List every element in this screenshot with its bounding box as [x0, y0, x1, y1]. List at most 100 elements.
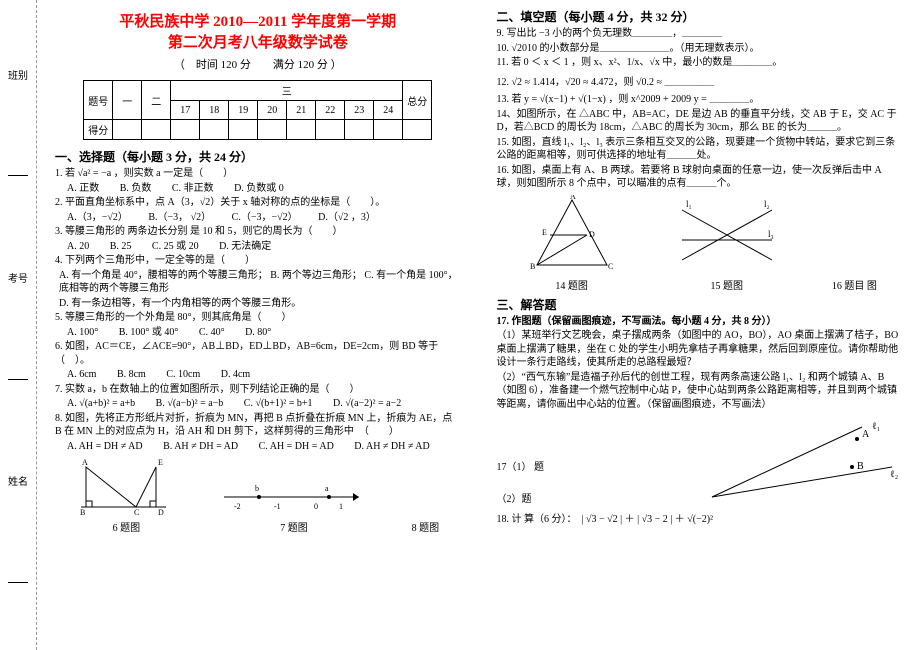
- q5-opts: A. 100° B. 100° 或 40° C. 40° D. 80°: [67, 326, 461, 340]
- q6-opts: A. 6cm B. 8cm C. 10cm D. 4cm: [67, 368, 461, 382]
- fig7-svg: -2 -1 0 1 b a: [219, 477, 369, 517]
- fig7-label: 7 题图: [219, 519, 369, 534]
- score-cell: [374, 120, 403, 140]
- score-total: 总分: [403, 81, 432, 120]
- q8-B: B. AH ≠ DH = AD: [163, 440, 238, 454]
- score-cell: [403, 120, 432, 140]
- score-cell: [200, 120, 229, 140]
- svg-text:C: C: [134, 508, 139, 517]
- q1-C: C. 非正数: [172, 182, 214, 196]
- q5-A: A. 100°: [67, 326, 98, 340]
- section-2-title: 二、填空题（每小题 4 分，共 32 分）: [497, 8, 903, 25]
- q3: 3. 等腰三角形的 两条边长分别 是 10 和 5，则它的周长为（ ）: [55, 225, 461, 239]
- q3-D: D. 无法确定: [219, 240, 271, 254]
- fig14-svg: A B C D E: [522, 195, 622, 275]
- q9: 9. 写出比 −3 小的两个负无理数＿＿＿＿，＿＿＿＿: [497, 27, 903, 41]
- score-col: 三: [171, 81, 403, 101]
- binding-line: [8, 379, 28, 380]
- svg-text:A: A: [82, 458, 88, 467]
- svg-text:B: B: [857, 461, 864, 472]
- q1-B: B. 负数: [120, 182, 152, 196]
- svg-text:l₂: l₂: [764, 199, 770, 209]
- score-sub: 22: [316, 101, 345, 120]
- score-rowlabel2: 得分: [84, 120, 113, 140]
- q16: 16. 如图，桌面上有 A、B 两球。若要将 B 球射向桌面的任意一边，使一次反…: [497, 164, 903, 191]
- right-column: 二、填空题（每小题 4 分，共 32 分） 9. 写出比 −3 小的两个负无理数…: [479, 0, 920, 650]
- score-cell: [229, 120, 258, 140]
- svg-text:b: b: [255, 484, 259, 493]
- q17h-text: 17. 作图题（保留画图痕迹，不写画法。每小题 4 分，共 8 分））: [497, 316, 777, 327]
- svg-text:C: C: [608, 262, 613, 271]
- q2-D: D.（√2 ，3）: [318, 211, 376, 225]
- svg-text:0: 0: [314, 502, 318, 511]
- svg-text:D: D: [158, 508, 164, 517]
- q8: 8. 如图，先将正方形纸片对折，折痕为 MN，再把 B 点折叠在折痕 MN 上，…: [55, 412, 461, 439]
- binding-label-name: 姓名: [8, 473, 28, 488]
- score-sub: 21: [287, 101, 316, 120]
- fig6-wrap: A E B C D 6 题图: [76, 457, 176, 534]
- q1-opts: A. 正数 B. 负数 C. 非正数 D. 负数或 0: [67, 182, 461, 196]
- score-sub: 24: [374, 101, 403, 120]
- fig7-wrap: -2 -1 0 1 b a 7 题图: [219, 477, 369, 534]
- q5-B: B. 100° 或 40°: [119, 326, 179, 340]
- q1-D: D. 负数或 0: [234, 182, 284, 196]
- svg-text:-1: -1: [274, 502, 281, 511]
- fig14-label: 14 题图: [522, 277, 622, 292]
- q6-C: C. 10cm: [166, 368, 200, 382]
- fig8-label: 8 题图: [412, 519, 440, 534]
- q7-B: B. √(a−b)² = a−b: [156, 397, 224, 411]
- score-cell: [113, 120, 142, 140]
- score-table: 题号 一 二 三 总分 17 18 19 20 21 22 23 24 得分: [83, 80, 432, 140]
- fig15-wrap: l₁ l₂ l₃ 15 题图: [672, 195, 782, 292]
- q10: 10. √2010 的小数部分是＿＿＿＿＿＿＿。（用无理数表示）。: [497, 42, 903, 56]
- svg-text:l₃: l₃: [768, 229, 774, 239]
- q11: 11. 若 0 ＜ x ＜ 1 ，则 x、x²、1/x、√x 中，最小的数是＿＿…: [497, 56, 903, 70]
- q7-opts: A. √(a+b)² = a+b B. √(a−b)² = a−b C. √(b…: [67, 397, 461, 411]
- q7-D: D. √(a−2)² = a−2: [333, 397, 401, 411]
- q7-A: A. √(a+b)² = a+b: [67, 397, 135, 411]
- q15: 15. 如图，直线 l₁、l₂、l₃ 表示三条相互交叉的公路，现要建一个货物中转…: [497, 136, 903, 163]
- fig16-label: 16 题目 图: [832, 277, 877, 292]
- q1-A: A. 正数: [67, 182, 99, 196]
- binding-label-class: 班别: [8, 67, 28, 82]
- fig8-wrap: 8 题图: [412, 517, 440, 534]
- score-col: 二: [142, 81, 171, 120]
- q17-1-label: 17（1） 题: [497, 461, 545, 475]
- svg-text:B: B: [80, 508, 85, 517]
- fig15-svg: l₁ l₂ l₃: [672, 195, 782, 275]
- q4: 4. 下列两个三角形中，一定全等的是（ ）: [55, 254, 461, 268]
- svg-text:-2: -2: [234, 502, 241, 511]
- score-cell: [258, 120, 287, 140]
- binding-line: [8, 582, 28, 583]
- q18: 18. 计 算（6 分）： | √3 − √2 | ＋ | √3 − 2 | ＋…: [497, 513, 903, 527]
- q17a: （1）某班举行文艺晚会，桌子摆成两条（如图中的 AO，BO），AO 桌面上摆满了…: [497, 329, 903, 370]
- score-sub: 18: [200, 101, 229, 120]
- q6: 6. 如图，AC＝CE，∠ACE=90°，AB⊥BD，ED⊥BD，AB=6cm，…: [55, 340, 461, 367]
- q6-B: B. 8cm: [117, 368, 146, 382]
- exam-subtitle: （ 时间 120 分 满分 120 分 ）: [55, 56, 461, 72]
- q8-D: D. AH ≠ DH ≠ AD: [354, 440, 429, 454]
- section-3-title: 三、解答题: [497, 296, 903, 313]
- q4-D: D. 有一条边相等，有一个内角相等的两个等腰三角形。: [59, 297, 461, 311]
- section-1-title: 一、选择题（每小题 3 分，共 24 分）: [55, 148, 461, 165]
- q17h: 17. 作图题（保留画图痕迹，不写画法。每小题 4 分，共 8 分））: [497, 315, 903, 329]
- exam-title-1: 平秋民族中学 2010—2011 学年度第一学期: [55, 10, 461, 31]
- figures-row-right: A B C D E 14 题图 l₁ l₂ l₃ 15 题图: [497, 195, 903, 292]
- svg-text:ℓ₂: ℓ₂: [890, 469, 898, 480]
- q4-B: B. 两个等边三角形；: [270, 270, 362, 281]
- fig15-label: 15 题图: [672, 277, 782, 292]
- q3-C: C. 25 或 20: [152, 240, 199, 254]
- q8-C: C. AH = DH = AD: [259, 440, 334, 454]
- q2-A: A.（3，−√2）: [67, 211, 128, 225]
- fig16-wrap: 16 题目 图: [832, 275, 877, 292]
- q17b: （2）“西气东输”是造福子孙后代的创世工程，现有两条高速公路 l₁、l₂ 和两个…: [497, 371, 903, 412]
- fig17-svg: A B ℓ₁ ℓ₂: [702, 417, 902, 507]
- q7-C: C. √(b+1)² = b+1: [244, 397, 313, 411]
- score-rowlabel: 题号: [84, 81, 113, 120]
- svg-text:A: A: [570, 195, 576, 201]
- score-sub: 23: [345, 101, 374, 120]
- q8-A: A. AH = DH ≠ AD: [67, 440, 143, 454]
- q2-opts: A.（3，−√2） B.（−3， √2） C.（−3，−√2） D.（√2 ，3…: [67, 211, 461, 225]
- q5-C: C. 40°: [199, 326, 225, 340]
- svg-text:E: E: [542, 228, 547, 237]
